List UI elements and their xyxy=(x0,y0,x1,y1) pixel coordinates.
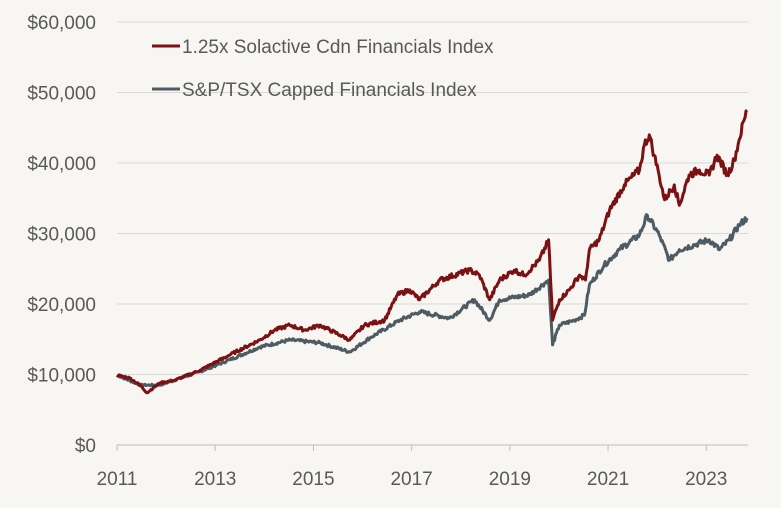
y-tick-label: $0 xyxy=(75,436,96,457)
y-axis-tick-labels: $0 $10,000 $20,000 $30,000 $40,000 $50,000 $60… xyxy=(27,13,96,457)
y-tick-label: $40,000 xyxy=(27,154,96,175)
x-tick-label: 2017 xyxy=(390,469,432,490)
series-line-solactive xyxy=(115,109,749,395)
x-tick-label: 2021 xyxy=(587,469,629,490)
x-tick-label: 2019 xyxy=(489,469,531,490)
legend-label-solactive: 1.25x Solactive Cdn Financials Index xyxy=(182,37,494,58)
x-tick-label: 2023 xyxy=(685,469,727,490)
x-tick-label: 2011 xyxy=(97,469,138,490)
y-tick-label: $50,000 xyxy=(27,84,96,105)
series-line-sptsx xyxy=(116,213,749,388)
legend-label-sptsx: S&P/TSX Capped Financials Index xyxy=(182,80,477,101)
x-tick-label: 2013 xyxy=(194,469,236,490)
legend: 1.25x Solactive Cdn Financials Index S&P… xyxy=(152,37,494,101)
y-tick-label: $10,000 xyxy=(27,366,96,387)
y-tick-label: $20,000 xyxy=(27,295,96,316)
y-tick-label: $60,000 xyxy=(27,13,96,34)
x-axis: 2011 2013 2015 2017 2019 2021 2023 xyxy=(97,444,748,490)
series-lines xyxy=(115,109,749,395)
gridlines xyxy=(117,21,748,375)
y-tick-label: $30,000 xyxy=(27,225,96,246)
x-tick-label: 2015 xyxy=(292,469,334,490)
